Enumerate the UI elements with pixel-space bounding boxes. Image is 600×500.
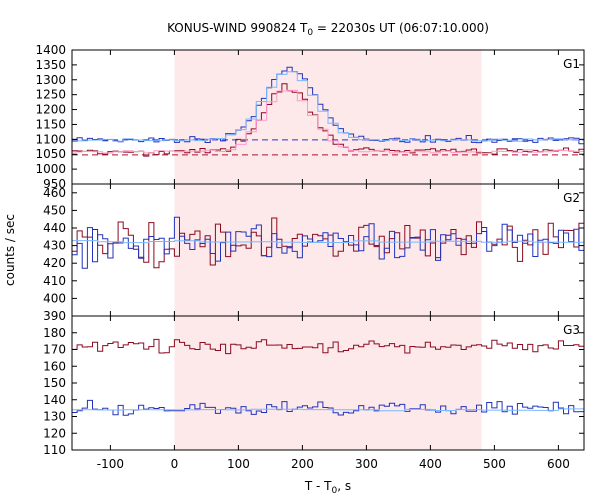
series-1-red: [72, 83, 584, 157]
y-tick-label-1-5: 1200: [35, 103, 66, 117]
y-tick-label-1-2: 1050: [35, 147, 66, 161]
y-tick-label-3-4: 150: [43, 376, 66, 390]
y-axis-label: counts / sec: [3, 214, 17, 286]
x-axis-label: T - T0, s: [304, 479, 351, 496]
panel-data-1: [72, 66, 584, 157]
y-tick-label-2-3: 420: [43, 256, 66, 270]
series-3-red: [72, 338, 584, 355]
y-tick-label-1-1: 1000: [35, 162, 66, 176]
series-3-lightblue: [72, 408, 584, 412]
y-tick-label-3-2: 130: [43, 410, 66, 424]
x-axis-label-rest: , s: [337, 479, 351, 493]
y-tick-label-3-5: 160: [43, 359, 66, 373]
y-tick-label-1-9: 1400: [35, 43, 66, 57]
y-tick-label-2-0: 390: [43, 309, 66, 323]
chart-title: KONUS-WIND 990824 T0 = 22030s UT (06:07:…: [167, 21, 489, 38]
panel-label-g3: G3: [563, 323, 580, 337]
panel-data-3: [72, 338, 584, 416]
y-tick-label-2-2: 410: [43, 274, 66, 288]
y-tick-label-2-5: 440: [43, 221, 66, 235]
y-tick-label-2-7: 460: [43, 186, 66, 200]
y-tick-label-1-4: 1150: [35, 117, 66, 131]
y-tick-label-1-7: 1300: [35, 73, 66, 87]
x-tick-label-2: 100: [227, 457, 250, 471]
x-tick-label-0: -100: [97, 457, 124, 471]
y-tick-label-2-4: 430: [43, 239, 66, 253]
y-tick-label-3-6: 170: [43, 343, 66, 357]
y-tick-label-1-8: 1350: [35, 58, 66, 72]
plot-layer: 950100010501100115012001250130013501400G…: [35, 43, 585, 471]
y-tick-label-3-1: 120: [43, 426, 66, 440]
x-axis-label-main: T - T: [304, 479, 332, 493]
x-tick-label-1: 0: [171, 457, 179, 471]
highlight-band-3: [174, 316, 482, 450]
chart-title-rest: = 22030s UT (06:07:10.000): [313, 21, 489, 35]
series-1-lightblue: [72, 71, 584, 142]
y-tick-label-3-0: 110: [43, 443, 66, 457]
y-tick-label-1-0: 950: [43, 177, 66, 191]
x-tick-label-7: 600: [547, 457, 570, 471]
series-2-lightblue: [72, 240, 584, 244]
y-tick-label-1-6: 1250: [35, 88, 66, 102]
x-tick-label-4: 300: [355, 457, 378, 471]
chart-title-subscript: 0: [307, 28, 313, 38]
x-tick-label-5: 400: [419, 457, 442, 471]
panel-label-g1: G1: [563, 57, 580, 71]
series-3-blue: [72, 399, 584, 416]
y-tick-label-3-7: 180: [43, 326, 66, 340]
y-tick-label-2-6: 450: [43, 203, 66, 217]
y-tick-label-2-1: 400: [43, 291, 66, 305]
series-1-pink: [72, 89, 584, 154]
chart-title-main: KONUS-WIND 990824 T: [167, 21, 308, 35]
x-tick-label-3: 200: [291, 457, 314, 471]
y-tick-label-1-3: 1100: [35, 132, 66, 146]
y-tick-label-3-3: 140: [43, 393, 66, 407]
x-axis-label-subscript: 0: [332, 486, 338, 496]
x-tick-label-6: 500: [483, 457, 506, 471]
panel-data-2: [72, 216, 584, 269]
panel-label-g2: G2: [563, 191, 580, 205]
